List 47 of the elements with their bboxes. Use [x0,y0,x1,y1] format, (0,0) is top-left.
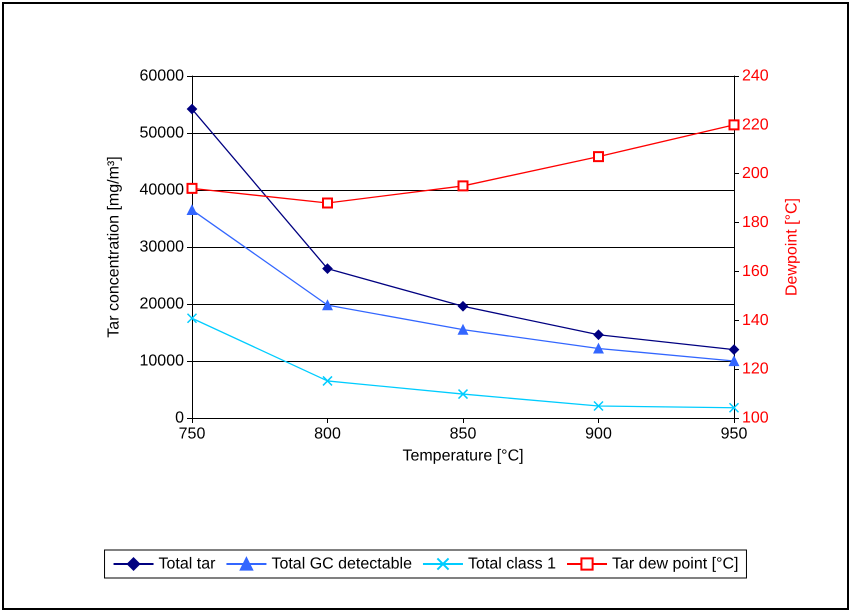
x-tick-label: 850 [450,426,476,442]
x-tick-label: 950 [720,426,748,442]
y2-tick-label: 160 [742,262,769,280]
y-tick-label: 50000 [140,124,184,142]
point [728,119,740,130]
point [593,330,604,340]
y-tick-label: 0 [175,410,184,426]
point [322,264,333,274]
x-axis-title: Temperature [°C] [402,448,524,464]
point [186,182,198,194]
y-tick-label: 60000 [140,68,184,84]
y2-tick-label: 120 [742,360,769,378]
y-tick-label: 20000 [140,296,184,312]
point [728,402,740,413]
y-tick-label: 10000 [140,352,184,370]
y2-tick-label: 180 [742,214,769,232]
y-axis-title: Tar concentration [mg/m³] [106,156,122,338]
legend-label: Tar dew point [°C] [612,556,738,572]
point [186,204,198,216]
legend-label: Total class 1 [468,556,556,572]
point [593,343,604,354]
y2-tick-label: 140 [742,312,769,329]
y2-tick-label: 220 [742,116,769,134]
point [322,300,333,310]
point [322,198,333,209]
point [186,313,198,324]
point [458,388,468,400]
point [593,151,604,162]
x-tick-label: 750 [178,426,206,442]
point [458,180,468,192]
x-tick-label: 800 [314,426,341,442]
point [728,344,740,355]
y-tick-label: 30000 [140,238,184,256]
y-tick-label: 40000 [140,182,184,198]
point [458,324,468,335]
point [186,104,198,114]
legend-label: Total GC detectable [271,556,412,572]
point [322,376,333,386]
y2-tick-label: 240 [742,68,769,84]
point [593,400,604,412]
point [728,356,740,366]
legend-label: Total tar [158,556,216,572]
point [458,301,468,312]
y2-tick-label: 100 [742,410,769,426]
x-tick-label: 900 [585,426,612,442]
y2-tick-label: 200 [742,165,769,182]
y2-axis-title: Dewpoint [°C] [784,198,800,296]
